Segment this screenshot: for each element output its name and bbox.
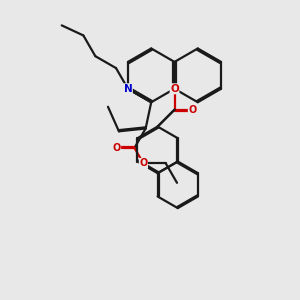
Text: N: N	[124, 84, 132, 94]
Text: O: O	[139, 158, 148, 168]
Text: O: O	[112, 143, 121, 153]
Text: O: O	[170, 84, 179, 94]
Text: O: O	[188, 105, 196, 115]
